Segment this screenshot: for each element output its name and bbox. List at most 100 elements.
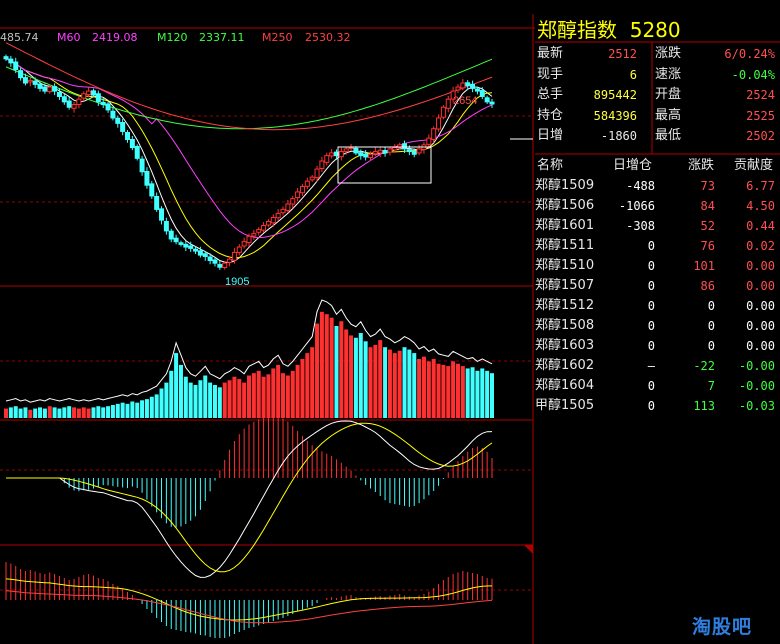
cell-contrib: 0.00 — [746, 279, 775, 293]
volume-bar — [174, 353, 179, 418]
volume-bar — [421, 356, 426, 418]
candle — [319, 156, 325, 173]
volume-bar — [324, 314, 329, 418]
candle — [445, 95, 451, 113]
volume-bar — [485, 370, 490, 418]
table-row[interactable]: 郑醇1508 0 0 0.00 — [535, 316, 780, 336]
candle — [42, 83, 48, 94]
table-row[interactable]: 郑醇1506 -1066 84 4.50 — [535, 196, 780, 216]
volume-bar — [13, 406, 18, 418]
quote-label: 总手 — [537, 87, 564, 102]
col-header-name[interactable]: 名称 — [537, 158, 564, 173]
table-row[interactable]: 郑醇1511 0 76 0.02 — [535, 236, 780, 256]
ma-line — [5, 42, 493, 131]
candle — [256, 227, 262, 236]
cell-chg: 0 — [707, 319, 715, 333]
candle — [52, 83, 58, 96]
quote-value: 2512 — [608, 47, 637, 61]
candle — [387, 146, 393, 156]
candle — [324, 152, 330, 166]
candle — [275, 209, 281, 222]
volume-bar — [353, 337, 358, 418]
ma-label: 2419.08 — [92, 31, 138, 44]
candle — [285, 199, 291, 213]
cell-chg: -22 — [693, 359, 715, 373]
ind2-line-b — [5, 590, 493, 624]
volume-bar — [149, 396, 154, 418]
cell-contrib: -0.00 — [738, 359, 775, 373]
volume-bar — [164, 382, 169, 418]
ma-line — [5, 58, 493, 264]
macd-pane — [6, 416, 493, 578]
table-row[interactable]: 甲醇1505 0 113 -0.03 — [535, 396, 780, 416]
col-header-contrib[interactable]: 贡献度 — [734, 158, 774, 173]
table-row[interactable]: 郑醇1512 0 0 0.00 — [535, 296, 780, 316]
table-row[interactable]: 郑醇1510 0 101 0.00 — [535, 256, 780, 276]
volume-bar — [475, 370, 480, 418]
kline-chart[interactable]: 2654 1905 — [0, 0, 535, 644]
table-row[interactable]: 郑醇1507 0 86 0.00 — [535, 276, 780, 296]
table-row[interactable]: 郑醇1603 0 0 0.00 — [535, 336, 780, 356]
cell-oi: 0 — [647, 339, 655, 353]
col-header-chg[interactable]: 涨跌 — [688, 158, 715, 173]
candle — [212, 257, 218, 267]
volume-bar — [62, 407, 67, 418]
candle — [95, 90, 101, 106]
volume-bar — [140, 400, 145, 418]
open-interest-line — [5, 299, 493, 403]
quote-label: 速涨 — [655, 66, 682, 82]
candle — [81, 91, 87, 102]
candle — [470, 80, 476, 93]
volume-bar — [154, 394, 159, 418]
candle — [295, 188, 301, 202]
col-header-oi[interactable]: 日增仓 — [613, 158, 653, 173]
candle — [197, 246, 203, 258]
cell-contrib: 0.00 — [746, 259, 775, 273]
candle — [47, 84, 53, 94]
candle — [188, 241, 194, 252]
cell-oi: -488 — [626, 179, 655, 193]
table-row[interactable]: 郑醇1601 -308 52 0.44 — [535, 216, 780, 236]
candle — [71, 101, 77, 113]
cell-oi: 0 — [647, 279, 655, 293]
candle — [460, 78, 466, 91]
volume-bar — [315, 323, 320, 418]
volume-bar — [387, 349, 392, 418]
candle — [149, 180, 155, 199]
cell-oi: 0 — [647, 399, 655, 413]
volume-bar — [169, 370, 174, 418]
candle — [217, 261, 223, 270]
candle — [115, 115, 121, 128]
table-row[interactable]: 郑醇1602 — -22 -0.00 — [535, 356, 780, 376]
volume-bar — [115, 403, 120, 418]
volume-bar — [135, 402, 140, 418]
cell-chg: 113 — [693, 399, 715, 413]
cell-chg: 76 — [700, 239, 715, 253]
volume-bar — [383, 347, 388, 418]
low-price-label: 1905 — [225, 276, 249, 288]
watermark-logo: 淘股吧 — [692, 616, 753, 638]
candle — [265, 219, 271, 228]
volume-bar — [8, 407, 13, 418]
volume-bar — [436, 363, 441, 418]
volume-bar — [480, 368, 485, 418]
candle — [479, 87, 485, 100]
candle — [61, 93, 67, 105]
cell-contrib: 0.02 — [746, 239, 775, 253]
quote-value: 2524 — [746, 88, 775, 102]
volume-bar — [110, 405, 115, 418]
volume-bar — [72, 407, 77, 418]
volume-bar — [203, 375, 208, 418]
volume-bar — [178, 364, 183, 418]
volume-bar — [490, 373, 494, 418]
quote-label: 最新 — [537, 46, 564, 61]
candle — [120, 118, 126, 136]
cell-oi: 0 — [647, 299, 655, 313]
candle — [236, 244, 242, 256]
volume-bar — [392, 353, 397, 418]
cell-name: 郑醇1508 — [535, 318, 595, 333]
volume-bar — [91, 407, 96, 418]
table-row[interactable]: 郑醇1509 -488 73 6.77 — [535, 176, 780, 196]
table-row[interactable]: 郑醇1604 0 7 -0.00 — [535, 376, 780, 396]
indicator-2-pane — [5, 562, 493, 638]
